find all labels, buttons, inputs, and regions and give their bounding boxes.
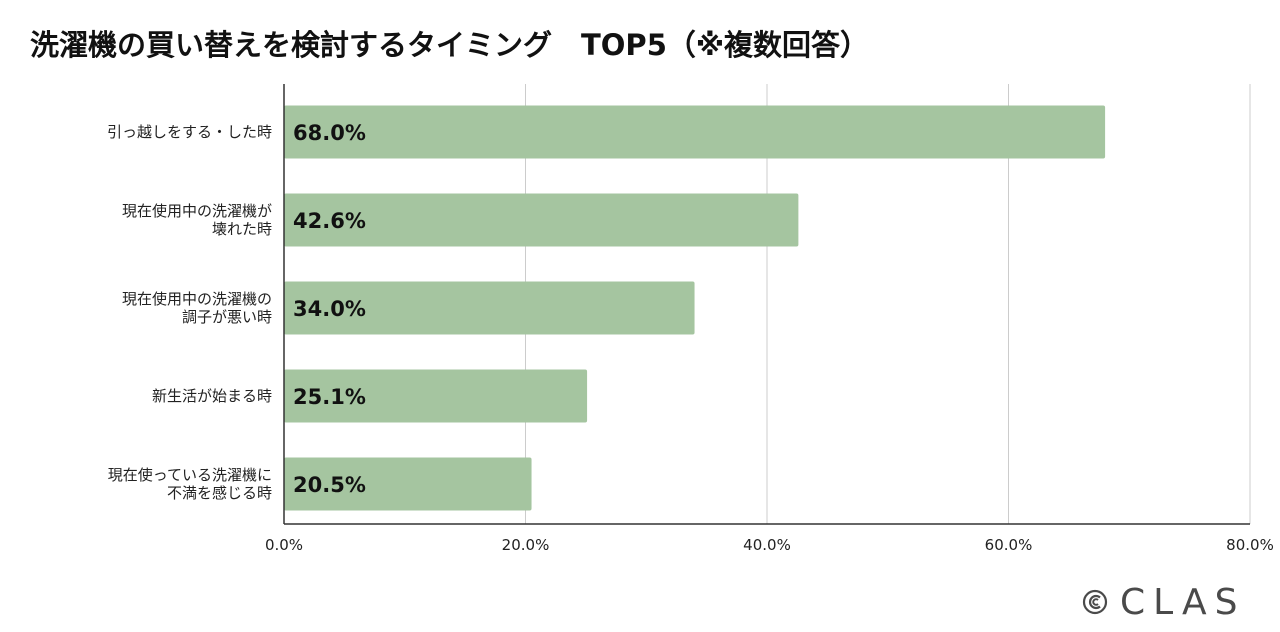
bar (284, 369, 588, 423)
bar (284, 105, 1106, 159)
bar (284, 193, 799, 247)
category-label: 現在使用中の洗濯機の (122, 290, 272, 308)
bar-value-label: 34.0% (293, 297, 366, 321)
x-tick-label: 60.0% (985, 536, 1033, 554)
brand-logo: CLAS (1082, 580, 1246, 624)
category-label: 現在使っている洗濯機に (108, 466, 272, 484)
bar-value-label: 42.6% (293, 209, 366, 233)
category-label: 壊れた時 (212, 220, 272, 238)
x-tick-label: 0.0% (265, 536, 303, 554)
bar-value-label: 68.0% (293, 121, 366, 145)
category-label: 引っ越しをする・した時 (107, 123, 272, 141)
category-label: 現在使用中の洗濯機が (122, 202, 272, 220)
category-label: 不満を感じる時 (167, 484, 272, 502)
x-tick-label: 20.0% (502, 536, 550, 554)
category-label: 新生活が始まる時 (152, 387, 272, 405)
x-tick-label: 40.0% (743, 536, 791, 554)
clas-logo-icon (1082, 589, 1108, 615)
bar (284, 457, 532, 511)
bar-value-label: 25.1% (293, 385, 366, 409)
brand-name: CLAS (1120, 581, 1246, 623)
bar (284, 281, 695, 335)
chart-title: 洗濯機の買い替えを検討するタイミング TOP5（※複数回答） (30, 28, 870, 62)
bar-value-label: 20.5% (293, 473, 366, 497)
category-label: 調子が悪い時 (182, 308, 272, 326)
x-tick-label: 80.0% (1226, 536, 1274, 554)
